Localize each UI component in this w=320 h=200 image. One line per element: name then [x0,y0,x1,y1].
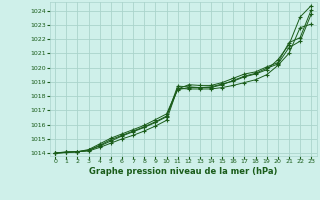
X-axis label: Graphe pression niveau de la mer (hPa): Graphe pression niveau de la mer (hPa) [89,167,277,176]
